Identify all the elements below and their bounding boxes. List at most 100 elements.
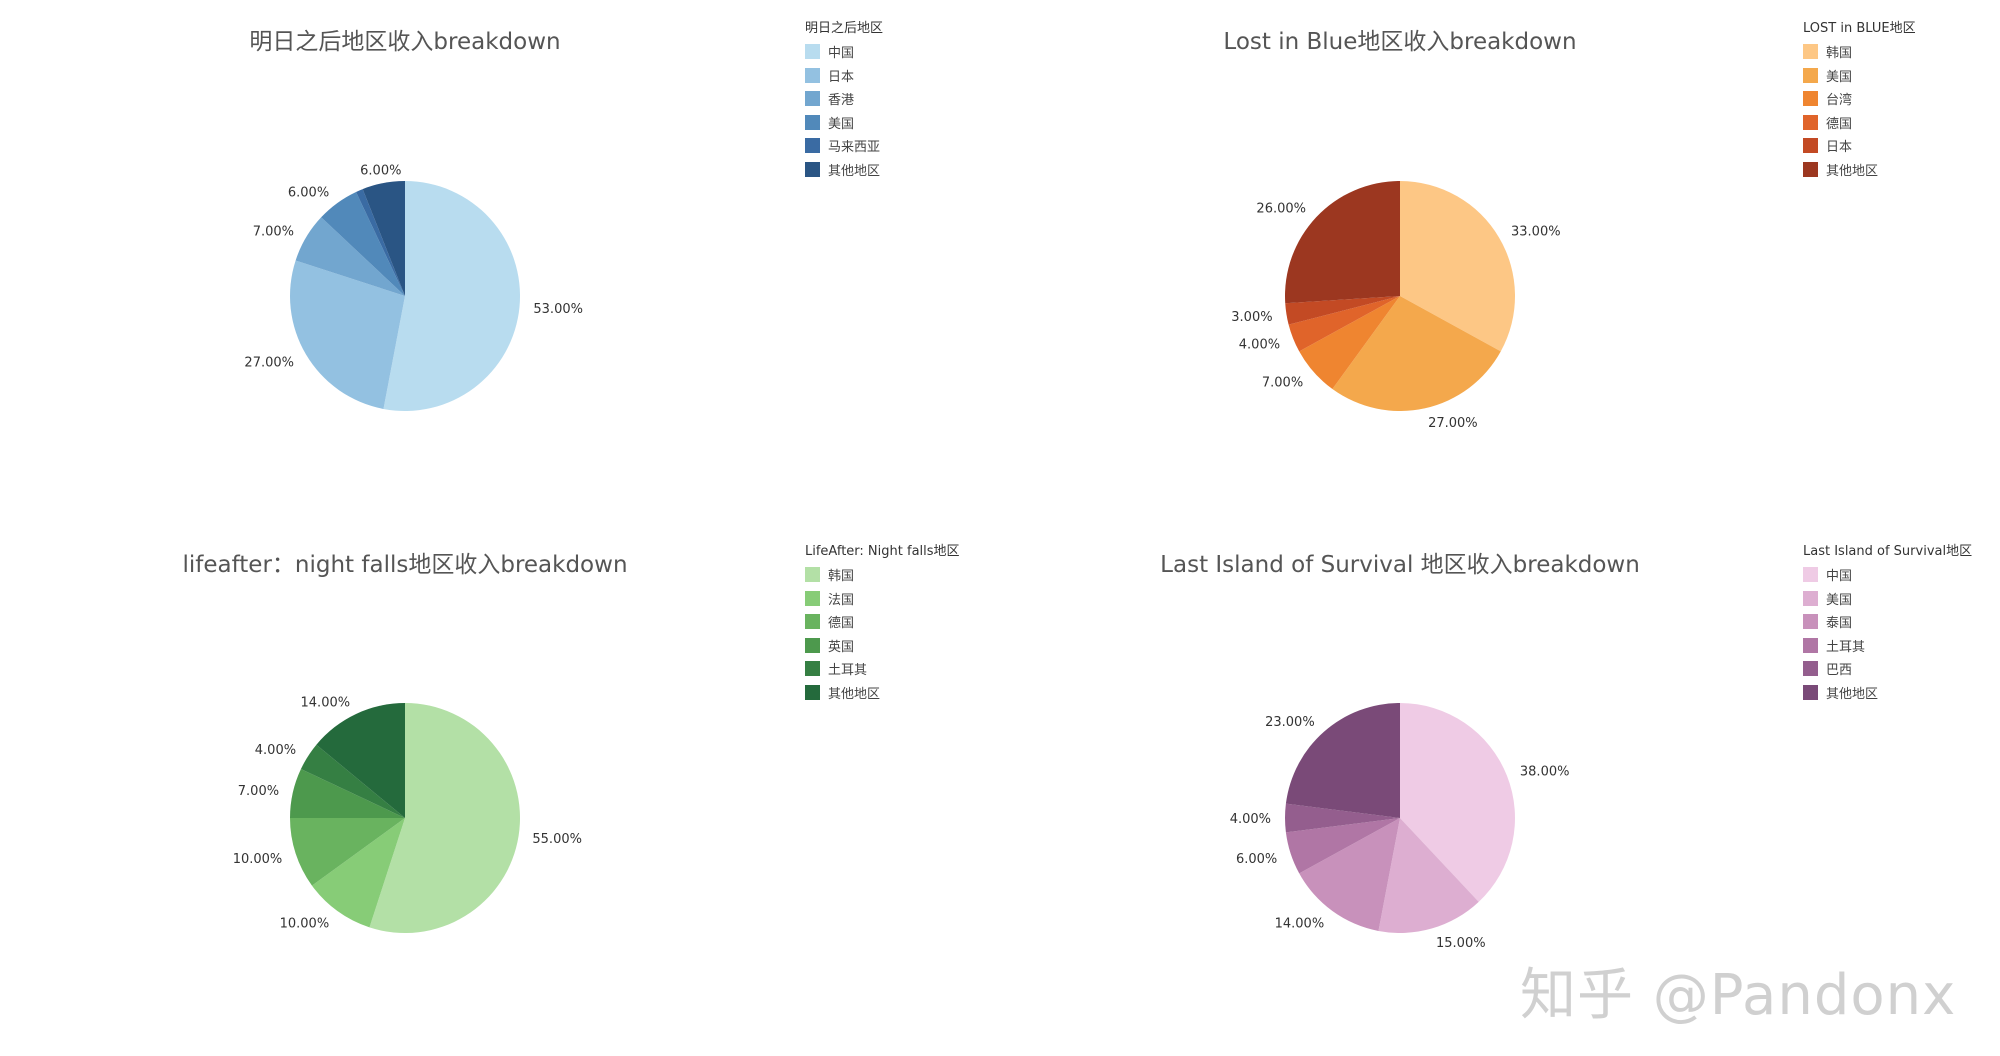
pie-slice-2 [1299, 818, 1400, 931]
legend-title: LOST in BLUE地区 [1803, 21, 1916, 36]
pie-slice-5 [1285, 703, 1400, 818]
legend-swatch [805, 684, 820, 700]
chart-title: 明日之后地区收入breakdown [249, 29, 561, 55]
legend-item: 其他地区 [1803, 681, 1972, 705]
slice-label-1: 27.00% [244, 356, 294, 371]
pie-slice-4 [356, 189, 405, 296]
legend-label: 土耳其 [1826, 639, 1866, 655]
pie-slice-4 [300, 744, 405, 818]
slice-label-4: 4.00% [255, 743, 296, 758]
legend-swatch [1803, 590, 1818, 606]
legend-swatch [805, 590, 820, 606]
legend-label: 泰国 [1826, 616, 1853, 632]
legend-title: Last Island of Survival地区 [1803, 544, 1973, 559]
pie-slice-4 [1285, 803, 1400, 833]
legend-title: LifeAfter: Night falls地区 [805, 544, 960, 559]
legend-label: 巴西 [1826, 663, 1853, 679]
pie-slice-5 [362, 181, 405, 296]
pie-chart: 33.00% 27.00% 7.00% 4.00% 3.00% 26.00% [1231, 181, 1561, 431]
pie-slice-0 [369, 703, 521, 933]
legend-swatch [805, 637, 820, 653]
slice-label-0: 55.00% [532, 832, 582, 847]
legend-label: 韩国 [828, 569, 855, 585]
pie-slice-1 [1378, 818, 1479, 933]
legend-swatch [1803, 44, 1818, 60]
legend: LifeAfter: Night falls地区 韩国法国 德国英国土耳其其他地区 [805, 540, 960, 704]
slice-label-5: 26.00% [1256, 202, 1306, 217]
slice-label-0: 33.00% [1511, 224, 1561, 239]
watermark: 知乎 @Pandonx [1520, 963, 1957, 1028]
legend-item: 其他地区 [805, 158, 883, 182]
pie-chart: 53.00% 27.00% 7.00% 6.00% 6.00% [244, 163, 583, 412]
legend-item: 美国 [1803, 64, 1916, 88]
slice-label-0: 53.00% [533, 302, 583, 317]
legend-item: 台湾 [1803, 87, 1916, 111]
pie-slice-3 [1285, 818, 1400, 874]
pie-slice-5 [1285, 181, 1400, 304]
legend-label: 韩国 [1826, 46, 1853, 62]
legend-item: 日本 [1803, 134, 1916, 158]
legend-item: 美国 [1803, 587, 1972, 611]
legend-item: 韩国 [805, 563, 960, 587]
legend-item: 香港 [805, 87, 883, 111]
legend: LOST in BLUE地区 韩国美国台湾德国日本其他地区 [1803, 17, 1916, 181]
legend-item: 其他地区 [1803, 158, 1916, 182]
legend-swatch [1803, 138, 1818, 154]
slice-label-5: 14.00% [301, 695, 351, 710]
legend-label: 中国 [1826, 569, 1853, 585]
legend-item: 韩国 [1803, 40, 1916, 64]
pie-slice-0 [383, 181, 521, 412]
legend-title: 明日之后地区 [805, 21, 884, 36]
slice-label-1: 10.00% [280, 916, 330, 931]
pie-slice-2 [290, 818, 405, 886]
legend-swatch [1803, 567, 1818, 583]
legend-swatch [805, 91, 820, 107]
legend-label: 中国 [828, 46, 855, 62]
legend-label: 土耳其 [828, 663, 868, 679]
legend-label: 台湾 [1826, 93, 1853, 109]
legend-item: 马来西亚 [805, 134, 883, 158]
legend-item: 中国 [1803, 563, 1972, 587]
legend-label: 美国 [1826, 69, 1853, 85]
chart-title: Lost in Blue地区收入breakdown [1223, 29, 1577, 55]
slice-label-2: 7.00% [1262, 375, 1303, 390]
legend-label: 其他地区 [828, 163, 881, 179]
slice-label-3: 7.00% [238, 784, 279, 799]
legend-item: 巴西 [1803, 657, 1972, 681]
legend-item: 土耳其 [1803, 634, 1972, 658]
legend-swatch [805, 614, 820, 630]
slice-label-2: 14.00% [1275, 916, 1325, 931]
pie-slice-3 [290, 769, 405, 818]
legend-label: 其他地区 [1826, 686, 1879, 702]
legend: 明日之后地区 中国日本香港美国 马来西亚其他地区 [805, 17, 883, 181]
legend-item: 日本 [805, 64, 883, 88]
legend-item: 美国 [805, 111, 883, 135]
chart-title: Last Island of Survival 地区收入breakdown [1160, 552, 1640, 578]
legend-label: 英国 [828, 639, 855, 655]
legend-label: 其他地区 [1826, 163, 1879, 179]
legend-swatch [805, 44, 820, 60]
legend-swatch [805, 67, 820, 83]
pie-slice-2 [295, 217, 405, 296]
legend-label: 香港 [828, 93, 855, 109]
pie-slice-0 [1400, 181, 1516, 352]
slice-label-1: 27.00% [1428, 416, 1478, 431]
legend-item: 法国 [805, 587, 960, 611]
legend-swatch [805, 138, 820, 154]
legend-swatch [805, 161, 820, 177]
legend-swatch [1803, 161, 1818, 177]
legend-item: 其他地区 [805, 681, 960, 705]
legend-label: 其他地区 [828, 686, 881, 702]
slice-label-4: 3.00% [1231, 310, 1272, 325]
legend-swatch [1803, 614, 1818, 630]
legend-item: 德国 [1803, 111, 1916, 135]
legend-item: 德国 [805, 610, 960, 634]
legend-label: 日本 [1826, 140, 1853, 156]
slice-label-3: 6.00% [288, 186, 329, 201]
slice-label-3: 4.00% [1239, 338, 1280, 353]
pie-slice-2 [1299, 296, 1400, 390]
legend-swatch [1803, 67, 1818, 83]
pie-slice-3 [1288, 296, 1400, 352]
slice-label-5: 6.00% [360, 163, 401, 178]
